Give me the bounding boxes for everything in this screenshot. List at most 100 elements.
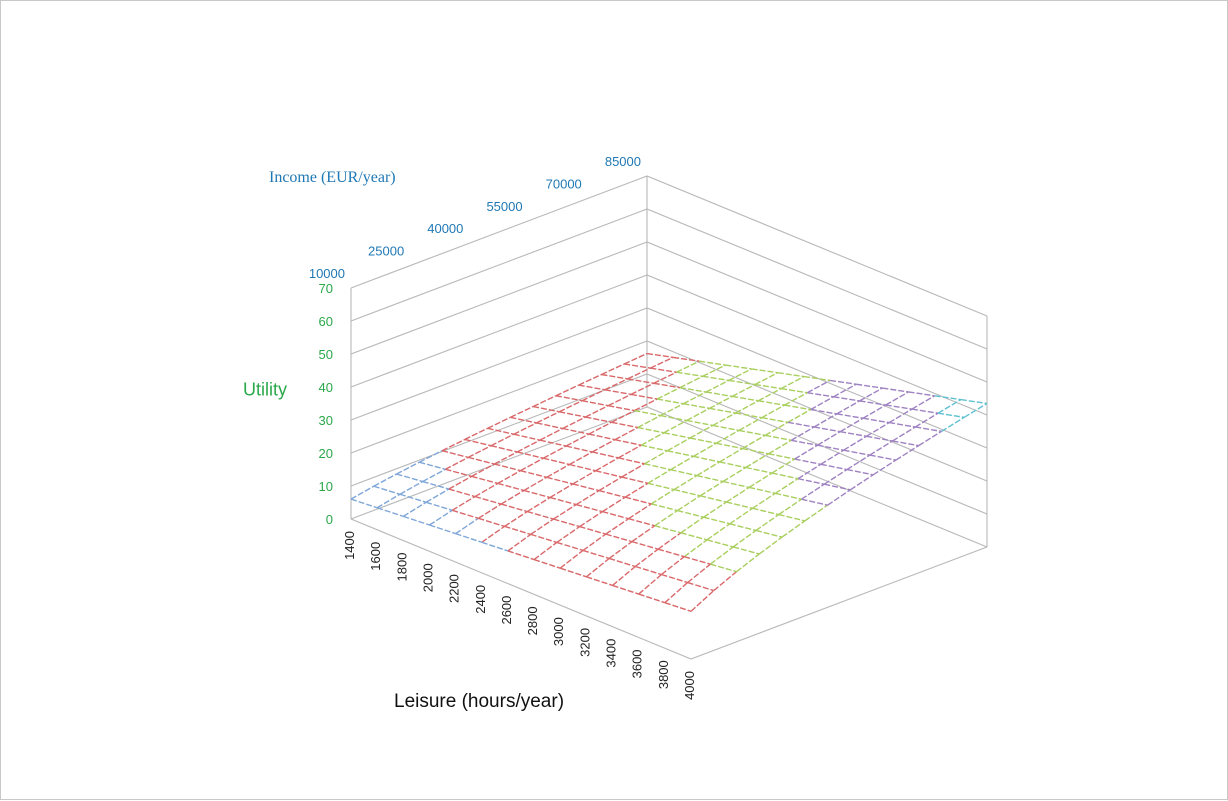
surface-gridline	[478, 503, 502, 519]
surface-gridline	[859, 387, 883, 402]
surface-gridline	[774, 478, 799, 494]
y-tick-label: 85000	[605, 154, 641, 169]
surface-gridline	[507, 550, 535, 561]
surface-gridline	[693, 455, 720, 463]
surface-gridline	[657, 532, 682, 550]
surface-gridline	[654, 525, 682, 534]
surface-gridline	[813, 413, 838, 428]
surface-gridline	[644, 450, 668, 465]
surface-gridline	[836, 413, 864, 419]
x-tick-label: 2400	[473, 585, 488, 614]
surface-gridline	[661, 556, 685, 576]
z-axis-title: Utility	[243, 380, 287, 400]
surface-gridline	[585, 557, 610, 578]
surface-gridline	[608, 404, 635, 412]
surface-gridline	[474, 495, 502, 505]
surface-gridline	[614, 426, 639, 441]
surface-gridline	[768, 439, 792, 455]
surface-gridline	[555, 395, 583, 402]
surface-gridline	[653, 382, 681, 389]
chart-walls	[350, 175, 988, 660]
y-tick-label: 25000	[368, 244, 404, 259]
surface-gridline	[559, 411, 586, 418]
surface-gridline	[738, 429, 766, 437]
surface-gridline	[663, 432, 691, 439]
surface-gridline	[872, 459, 897, 476]
surface-gridline	[559, 549, 584, 569]
surface-gridline	[536, 422, 563, 430]
surface-gridline	[651, 503, 678, 512]
surface-gridline	[686, 407, 710, 422]
surface-gridline	[941, 416, 965, 432]
x-tick-label: 3400	[604, 639, 619, 668]
surface-gridline	[579, 511, 603, 528]
x-tick-label: 2000	[420, 563, 435, 592]
surface-gridline	[598, 489, 626, 498]
surface-gridline	[581, 400, 609, 407]
surface-gridline	[895, 445, 920, 461]
surface-gridline	[455, 532, 482, 543]
surface-gridline	[621, 463, 645, 478]
surface-gridline	[937, 399, 962, 414]
surface-gridline	[664, 582, 689, 604]
surface-gridline	[513, 422, 537, 435]
z-tick-label: 0	[326, 512, 333, 527]
surface-gridline	[862, 417, 890, 424]
surface-gridline	[859, 400, 886, 406]
surface-gridline	[429, 524, 456, 535]
surface-gridline	[761, 416, 789, 424]
surface-gridline	[399, 480, 424, 495]
surface-gridline	[578, 384, 605, 391]
surface-gridline	[542, 445, 567, 459]
surface-gridline	[726, 501, 753, 510]
z-tick-label: 40	[319, 380, 333, 395]
surface-gridline	[631, 525, 656, 543]
surface-gridline	[689, 437, 717, 444]
surface-gridline	[790, 426, 815, 441]
surface-gridline	[399, 493, 427, 503]
surface-gridline	[807, 392, 834, 398]
surface-gridline	[478, 517, 505, 528]
surface-gridline	[582, 549, 610, 560]
surface-gridline	[627, 378, 654, 384]
surface-gridline	[533, 558, 561, 569]
surface-gridline	[702, 375, 729, 382]
surface-gridline	[638, 593, 666, 604]
surface-gridline	[781, 387, 808, 394]
surface-gridline	[732, 529, 757, 548]
surface-gridline	[602, 510, 629, 520]
surface-gridline	[657, 548, 685, 558]
surface-gridline	[527, 510, 554, 520]
surface-gridline	[833, 396, 860, 402]
floor-edge	[350, 518, 988, 660]
surface-gridline	[752, 507, 779, 516]
surface-gridline	[869, 454, 897, 461]
surface-gridline	[559, 400, 583, 413]
surface-gridline	[448, 488, 476, 498]
surface-gridline	[350, 498, 378, 509]
surface-gridline	[628, 518, 655, 527]
surface-gridline	[908, 391, 935, 397]
surface-gridline	[373, 485, 401, 495]
surface-gridline	[742, 434, 766, 450]
surface-gridline	[481, 541, 509, 552]
surface-gridline	[660, 414, 687, 422]
y-tick-label: 70000	[546, 176, 582, 191]
surface-gridline	[715, 429, 740, 444]
surface-gridline	[562, 416, 586, 430]
x-tick-label: 1800	[394, 553, 409, 582]
surface-gridline	[582, 533, 607, 552]
surface-gridline	[624, 496, 652, 505]
surface-gridline	[801, 498, 828, 506]
surface-gridline	[637, 414, 661, 429]
surface-gridline	[781, 520, 806, 538]
surface-gridline	[728, 379, 756, 386]
surface-gridline	[627, 367, 651, 380]
surface-gridline	[605, 518, 629, 535]
surface-gridline	[601, 363, 625, 376]
surface-gridline	[710, 563, 737, 573]
surface-gridline	[846, 468, 874, 476]
surface-gridline	[490, 445, 518, 453]
surface-gridline	[608, 557, 636, 568]
z-axis-ticks: 0 10 20 30 40 50 60 70	[319, 281, 333, 527]
